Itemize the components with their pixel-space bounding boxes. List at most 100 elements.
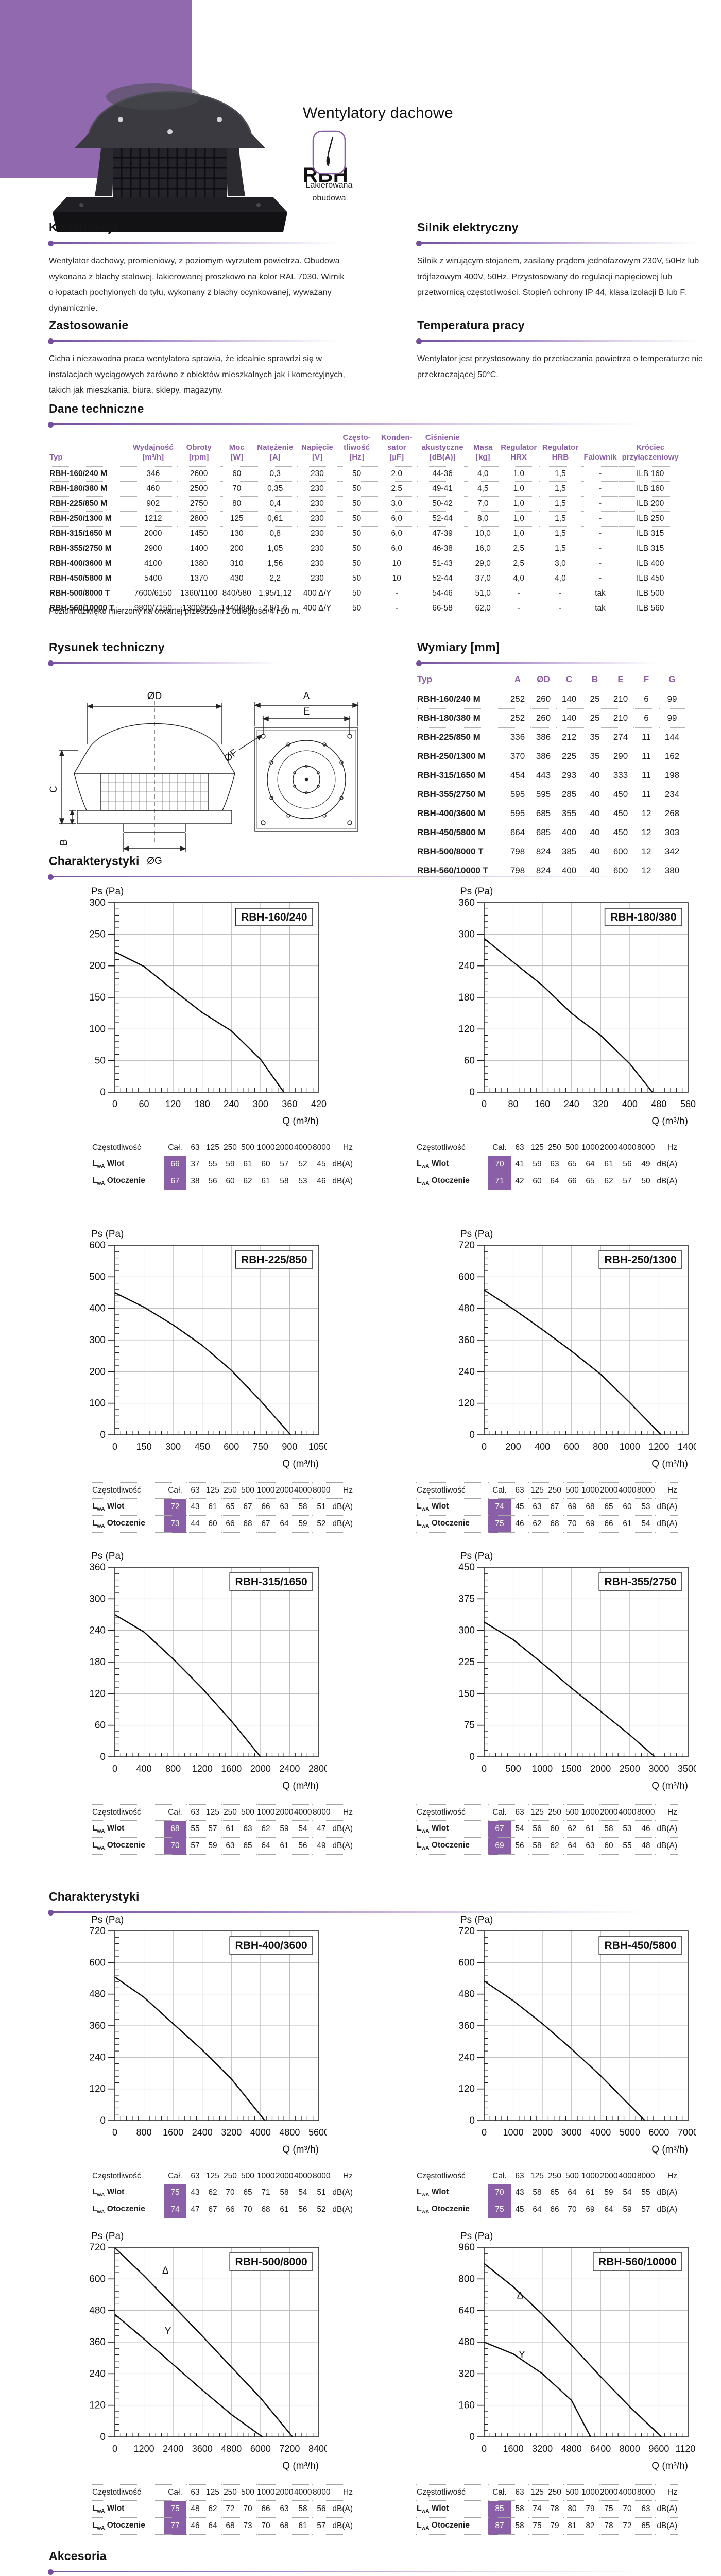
tech-cell: 902 [129,496,178,512]
svg-text:450: 450 [458,1562,475,1573]
acoustic-cell: 74 [533,2504,542,2514]
dims-cell: 798 [505,842,530,861]
acoustic-data-row: LwA Otoczenie 75 46 62 68 70 69 66 61 54 dB(A) [416,1515,678,1533]
acoustic-cell: 125 [530,1143,544,1152]
acoustic-cell: dB(A) [332,1502,353,1512]
dims-cell: RBH-400/3600 M [417,804,505,823]
svg-text:120: 120 [165,1099,181,1109]
acoustic-cell: 2000 [600,1486,618,1495]
dims-cell: 210 [608,690,633,709]
level-row-label: LwA Otoczenie [92,1176,145,1187]
svg-text:100: 100 [89,1398,106,1409]
acoustic-cell: 250 [224,1808,237,1817]
acoustic-cell: 47 [317,1824,326,1834]
acoustic-cell: dB(A) [657,1160,677,1169]
acoustic-cell: 50 [641,1177,650,1186]
tech-cell: 49-41 [417,481,468,497]
dims-cell: RBH-180/380 M [417,708,505,728]
rule-drawing [48,660,291,666]
dims-col-header: A [514,674,521,684]
acoustic-cell: 60 [261,1160,270,1169]
acoustic-cell: 250 [548,1808,561,1817]
svg-text:Q (m³/h): Q (m³/h) [651,1116,688,1127]
acoustic-cell: 250 [548,2172,561,2180]
acoustic-cell: 65 [243,1841,252,1851]
acoustic-table: Częstotliwość Cał. 63 125 250 500 1000 2000 4000… [416,2168,678,2218]
acoustic-cell: Hz [667,1486,677,1495]
svg-text:720: 720 [458,1926,475,1937]
svg-text:480: 480 [458,2337,475,2348]
svg-text:375: 375 [458,1594,475,1604]
acoustic-cell: Hz [343,1486,353,1495]
svg-text:Δ: Δ [517,2291,524,2301]
acoustic-table-rbh-315-1650: Częstotliwość Cał. 63 125 250 500 1000 2000 4000… [92,1804,353,1855]
section-title-zastosowanie: Zastosowanie [49,318,129,332]
tech-col-header: Króciec przyłączeniowy [622,443,679,462]
acoustic-cell: 66 [226,1519,235,1529]
dims-table-row: RBH-315/1650 M 454 443 293 40 333 11 198 [417,766,685,785]
acoustic-cell: 47 [191,2205,200,2214]
acoustic-cell: 125 [530,1486,544,1495]
dims-cell: 198 [659,766,685,785]
acoustic-cell: 44 [191,1519,200,1529]
section-title-konstrukcja: Konstrukcja [49,221,119,234]
tech-cell: 2,0 [376,466,418,482]
tech-cell: RBH-400/3600 M [49,556,129,571]
dims-cell: 99 [659,708,685,728]
acoustic-cell: 54 [623,2188,632,2197]
acoustic-cell: dB(A) [332,1824,353,1834]
svg-text:0: 0 [112,2127,117,2138]
acoustic-cell: 8000 [313,2172,331,2180]
svg-text:120: 120 [89,1688,106,1699]
dims-cell: RBH-225/850 M [417,727,505,747]
acoustic-cell: 45 [317,1160,326,1169]
acoustic-cell: 79 [550,2521,559,2531]
dims-cell: 11 [633,747,659,766]
acoustic-cell: 70 [568,1519,577,1529]
dims-cell: 685 [530,804,556,823]
total-level-cell: 70 [488,2184,511,2201]
acoustic-cell: 51 [317,1502,326,1512]
acoustic-cell: 1000 [581,1486,599,1495]
svg-text:5600: 5600 [308,2127,327,2138]
dims-cell: 40 [582,766,608,785]
tech-cell: 1,56 [253,556,298,571]
dims-cell: 225 [556,747,582,766]
rule-zastosowanie [48,338,353,344]
fan-curve-chart-rbh-315-1650: 0 60 120 180 240 300 360 0 400 800 1200 1600 2000 240… [85,1551,329,1798]
svg-text:400: 400 [89,1303,106,1314]
acoustic-header-row: Częstotliwość Cał. 63 125 250 500 1000 2000 4000… [416,2484,678,2501]
acoustic-cell: 46 [515,1519,524,1529]
dims-cell: RBH-355/2750 M [417,785,505,804]
tech-cell: 3,0 [376,496,418,512]
rule-accessories [48,2569,680,2575]
dims-table-row: RBH-400/3600 M 595 685 355 40 450 12 268 [417,804,685,823]
dims-table-row: RBH-250/1300 M 370 386 225 35 290 11 162 [417,747,685,766]
svg-text:Q (m³/h): Q (m³/h) [282,1116,319,1127]
tech-col-header: Napięcie [V] [301,443,333,462]
svg-text:RBH-315/1650: RBH-315/1650 [235,1576,307,1588]
tech-col-header: Falownik [583,453,617,462]
acoustic-cell: 65 [568,1160,577,1169]
tech-cell: ILB 315 [619,541,681,556]
acoustic-cell: 54 [515,1824,524,1834]
acoustic-data-row: LwA Wlot 75 48 62 72 70 66 63 58 56 dB(A) [92,2500,353,2518]
svg-text:300: 300 [458,1625,475,1636]
acoustic-cell: dB(A) [657,2521,677,2531]
acoustic-cell: 61 [226,1824,235,1834]
acoustic-cell: 58 [604,1824,613,1834]
svg-text:Q (m³/h): Q (m³/h) [651,1459,688,1469]
acoustic-data-row: LwA Wlot 74 45 63 67 69 68 65 60 53 dB(A) [416,1498,678,1516]
total-level-cell: 75 [164,2500,186,2518]
svg-text:0: 0 [482,2444,487,2454]
tech-cell: 50 [337,496,376,512]
acoustic-cell: 1000 [581,1143,599,1152]
dims-cell: 210 [608,708,633,728]
tech-cell: - [376,586,418,601]
acoustic-cell: Częstotliwość [92,1808,141,1817]
acoustic-cell: 57 [641,2205,650,2214]
fan-curve-chart-rbh-160-240: 0 50 100 150 200 250 300 0 60 120 180 240 300 360 420 P… [85,886,327,1133]
acoustic-cell: 69 [586,1519,595,1529]
svg-text:250: 250 [89,929,106,940]
